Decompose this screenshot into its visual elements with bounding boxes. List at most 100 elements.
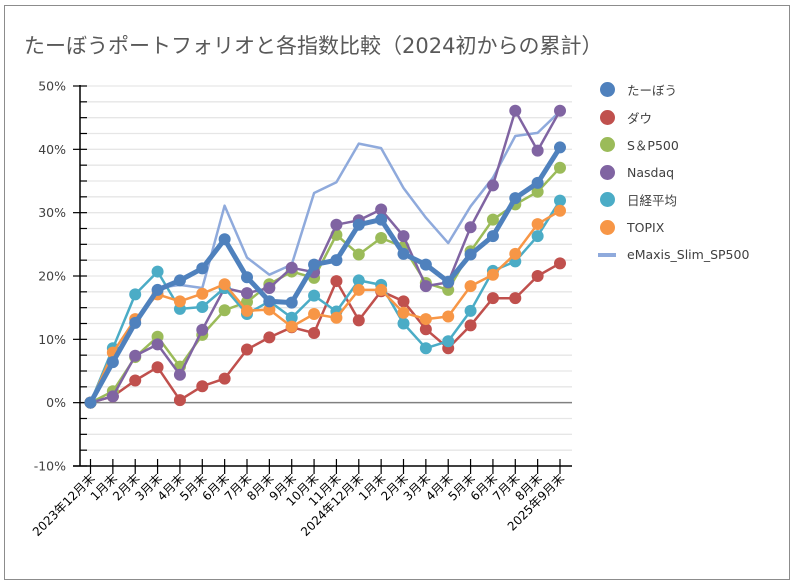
y-tick-label: 30% xyxy=(38,205,66,220)
legend-item: 日経平均 xyxy=(596,186,749,214)
data-point xyxy=(464,319,477,332)
data-point xyxy=(352,248,365,261)
data-point xyxy=(173,274,186,287)
data-point xyxy=(419,313,432,326)
data-point xyxy=(352,274,365,287)
axes xyxy=(73,85,572,474)
legend-marker-swatch xyxy=(600,219,615,235)
data-point xyxy=(196,380,209,393)
data-point xyxy=(106,390,119,403)
data-point xyxy=(285,261,298,274)
data-point xyxy=(464,280,477,293)
data-point xyxy=(196,323,209,336)
data-point xyxy=(531,230,544,243)
data-point xyxy=(486,292,499,305)
data-point xyxy=(285,311,298,324)
data-point xyxy=(173,394,186,407)
data-point xyxy=(375,232,388,244)
data-point xyxy=(218,372,231,385)
series-line xyxy=(89,166,562,404)
data-point xyxy=(464,221,477,234)
legend-line-swatch xyxy=(598,252,616,257)
data-point xyxy=(554,257,566,270)
data-point xyxy=(486,230,499,243)
series-line xyxy=(89,262,562,404)
data-point xyxy=(419,280,432,293)
data-point xyxy=(151,338,164,351)
data-point xyxy=(442,310,455,323)
legend-item: TOPIX xyxy=(596,214,749,242)
legend-label: Nasdaq xyxy=(627,164,675,180)
data-point xyxy=(554,141,566,154)
data-point xyxy=(263,331,276,344)
data-point xyxy=(509,292,522,305)
data-point xyxy=(129,316,142,329)
data-point xyxy=(509,192,522,205)
data-point xyxy=(151,361,164,374)
legend-label: 日経平均 xyxy=(627,193,678,209)
data-point xyxy=(442,275,455,288)
legend-label: ダウ xyxy=(627,110,653,126)
data-point xyxy=(218,304,231,317)
data-point xyxy=(554,194,566,207)
data-point xyxy=(554,204,566,217)
x-tick-labels: 2023年12月末1月末2月末3月末4月末5月末6月末7月末8月末9月末10月末… xyxy=(30,471,567,539)
data-point xyxy=(308,258,321,271)
data-point xyxy=(397,247,410,260)
legend-item: たーぼう xyxy=(596,76,749,104)
y-tick-labels: -10% 0% 10% 20% 30% 40% 50% xyxy=(34,79,66,474)
series-line xyxy=(89,109,562,404)
data-point xyxy=(330,254,343,267)
series-line xyxy=(89,199,562,404)
data-point xyxy=(218,233,231,246)
data-point xyxy=(397,317,410,330)
series-line xyxy=(88,144,563,406)
data-point xyxy=(196,262,209,275)
data-point xyxy=(397,230,410,243)
data-point xyxy=(486,179,499,192)
data-point xyxy=(419,323,432,336)
y-tick-label: 0% xyxy=(46,395,66,410)
legend-marker-swatch xyxy=(600,164,615,180)
data-point xyxy=(554,104,566,117)
data-point xyxy=(84,396,97,409)
data-point xyxy=(352,283,365,296)
data-point xyxy=(263,295,276,308)
data-point xyxy=(263,282,276,295)
chart-title: たーぼうポートフォリオと各指数比較（2024初からの累計） xyxy=(24,34,603,58)
x-tick-label: 2023年12月末 xyxy=(30,471,98,539)
data-point xyxy=(486,268,499,281)
data-point xyxy=(330,311,343,324)
data-point xyxy=(241,295,253,308)
data-point xyxy=(129,374,142,387)
y-tick-label: 20% xyxy=(38,269,66,284)
data-point xyxy=(375,203,388,216)
data-point xyxy=(308,308,321,320)
data-point xyxy=(486,213,499,226)
data-point xyxy=(241,287,253,300)
data-point xyxy=(308,327,321,339)
data-point xyxy=(241,304,253,317)
data-point xyxy=(375,283,388,296)
y-tick-label: 50% xyxy=(38,79,66,94)
data-point xyxy=(196,287,209,300)
data-point xyxy=(554,161,566,174)
series-group xyxy=(84,104,566,409)
data-point xyxy=(419,342,432,355)
legend-item: Nasdaq xyxy=(596,159,749,187)
data-point xyxy=(263,303,276,316)
data-point xyxy=(509,104,522,117)
data-point xyxy=(173,368,186,381)
data-point xyxy=(151,265,164,278)
data-point xyxy=(330,275,343,288)
data-point xyxy=(419,258,432,271)
data-point xyxy=(509,247,522,260)
data-point xyxy=(330,218,343,231)
series-line xyxy=(89,209,562,404)
data-point xyxy=(308,289,321,302)
series-series xyxy=(84,141,566,409)
legend-item: eMaxis_Slim_SP500 xyxy=(596,241,749,269)
data-point xyxy=(531,218,544,231)
data-point xyxy=(218,278,231,291)
